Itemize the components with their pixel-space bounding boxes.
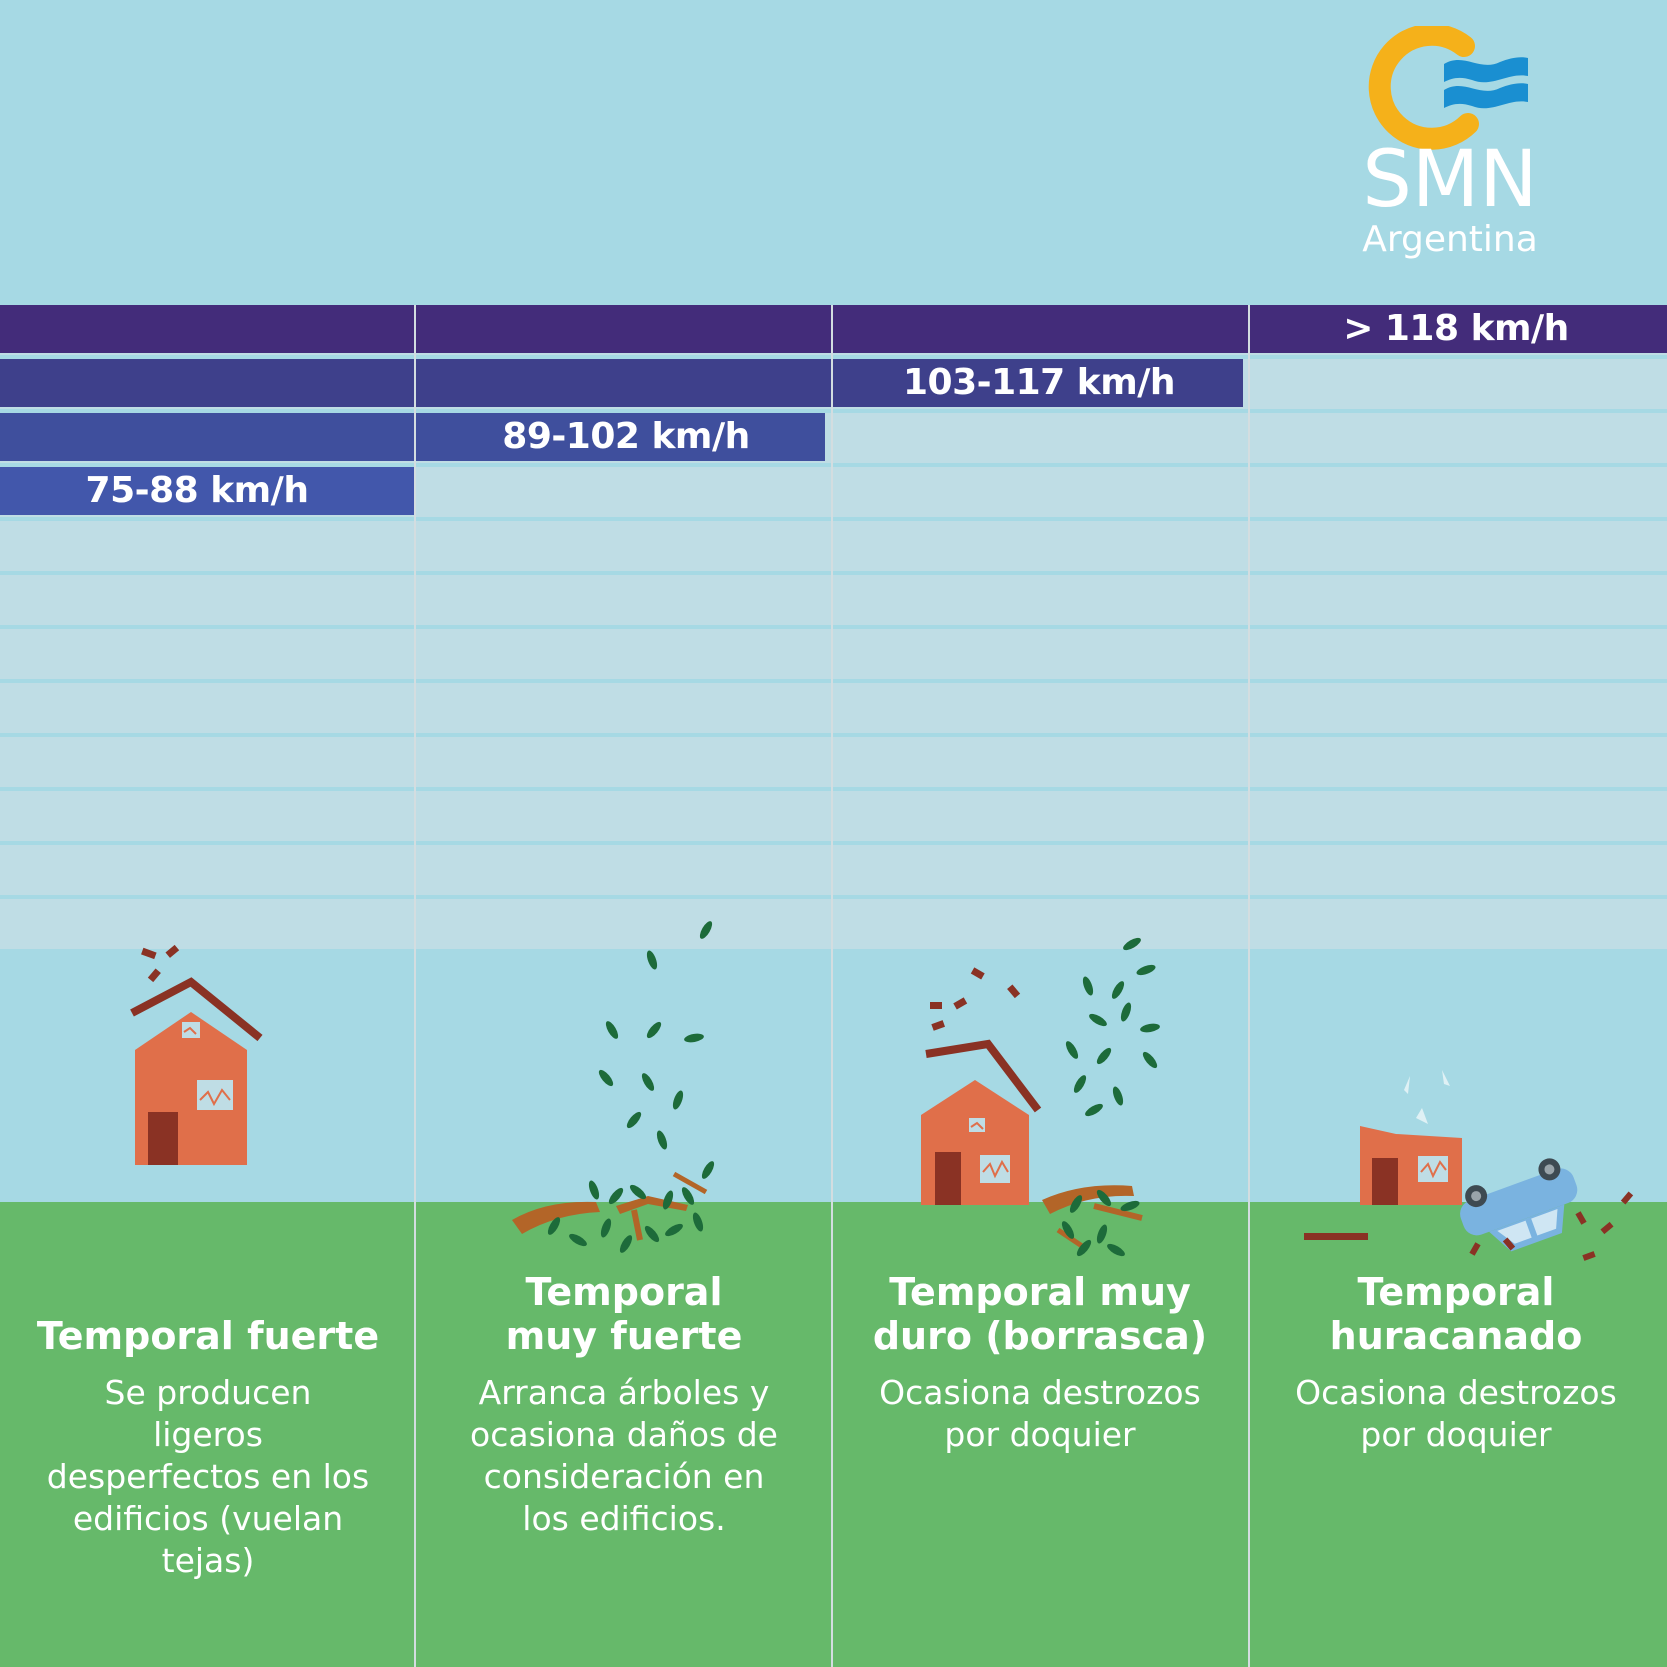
smn-logo-icon [1368,26,1528,150]
scale-row [0,521,1667,571]
speed-label-3: 103-117 km/h [903,362,1176,403]
level-bar [0,305,1667,353]
scale-row [0,791,1667,841]
category-title-3: Temporal muy duro (borrasca) [872,1270,1208,1358]
speed-label-4: > 118 km/h [1343,308,1569,349]
category-title-2: Temporal muy fuerte [505,1270,743,1358]
column-divider [831,305,833,1667]
category-description-3: Ocasiona destrozos por doquier [879,1373,1201,1454]
category-title-1: Temporal fuerte [36,1314,380,1358]
level-bar [0,359,1243,407]
uprooted-tree-icon [512,921,715,1253]
speed-label-1: 75-88 km/h [85,470,309,511]
category-description-4: Ocasiona destrozos por doquier [1295,1373,1617,1454]
speed-label-2: 89-102 km/h [502,416,750,457]
scale-row [0,683,1667,733]
category-description-2: Arranca árboles y ocasiona daños de cons… [470,1373,778,1538]
logo-name: SMN [1362,135,1538,225]
ground-area [0,1202,1667,1667]
level-bar [0,413,825,461]
category-description-1: Se producen ligeros desperfectos en los … [46,1373,370,1580]
scale-row [0,575,1667,625]
logo-subtitle: Argentina [1362,219,1538,260]
damaged-house-roof-icon [921,937,1160,1257]
column-divider [1248,305,1250,1667]
house-tiles-flying-icon [130,944,263,1165]
scale-row [0,899,1667,949]
overturned-car-icon [1304,1070,1634,1261]
scale-row [0,737,1667,787]
scale-row [0,629,1667,679]
category-title-4: Temporal huracanado [1329,1270,1583,1358]
level-bar [0,467,414,515]
scale-row [0,845,1667,895]
column-divider [414,305,416,1667]
